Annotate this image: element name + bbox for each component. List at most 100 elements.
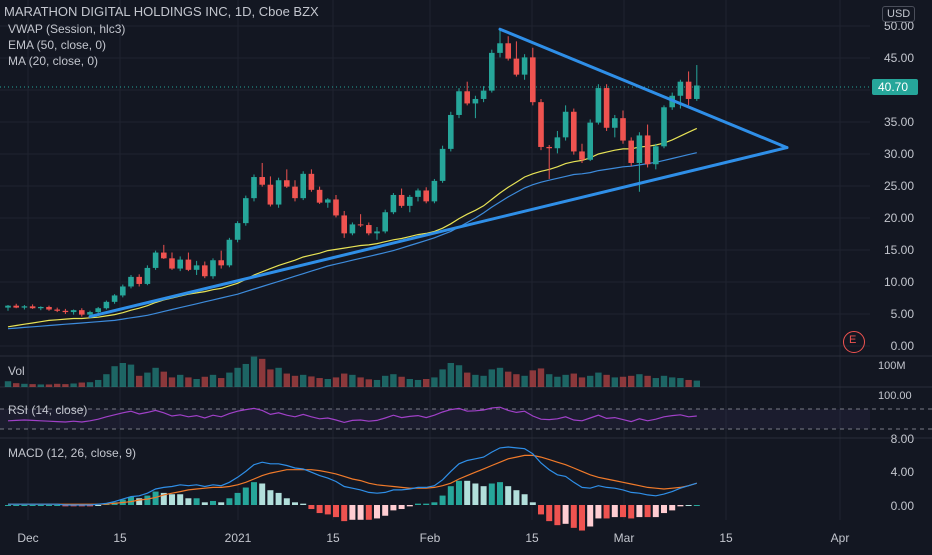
macd-histogram-bar	[513, 490, 520, 505]
macd-histogram-bar	[152, 491, 159, 505]
candle-body	[677, 81, 684, 96]
volume-bar	[111, 366, 118, 387]
volume-bar	[365, 379, 372, 387]
macd-histogram-bar	[218, 502, 225, 505]
volume-bar	[242, 363, 249, 387]
candle-body	[612, 118, 618, 128]
indicator-vwap-label[interactable]: VWAP (Session, hlc3)	[8, 22, 126, 36]
macd-histogram-bar	[595, 505, 602, 519]
macd-histogram-bar	[226, 498, 233, 505]
candle-body	[234, 223, 241, 240]
volume-bar	[587, 375, 594, 387]
volume-bar	[529, 370, 536, 387]
volume-bar	[185, 377, 192, 387]
candle-body	[579, 151, 585, 160]
candle-body	[62, 310, 69, 313]
candle-body	[685, 81, 692, 99]
macd-histogram-bar	[538, 505, 544, 515]
y-tick-label: 45.00	[884, 51, 914, 65]
candle-body	[333, 199, 339, 216]
rsi-axis-label: 100.00	[878, 390, 912, 402]
volume-bar	[513, 374, 520, 387]
macd-histogram-bar	[685, 505, 692, 506]
y-tick-label: 0.00	[891, 339, 915, 353]
candle-body	[185, 259, 192, 270]
candle-body	[538, 102, 544, 147]
macd-histogram-bar	[251, 482, 257, 505]
macd-histogram-bar	[579, 505, 585, 531]
candle-body	[210, 260, 216, 277]
y-tick-label: 50.00	[884, 19, 914, 33]
volume-bar	[677, 378, 684, 387]
macd-histogram-bar	[382, 505, 389, 516]
macd-histogram-bar	[70, 505, 77, 507]
volume-bar	[29, 384, 36, 387]
volume-bar	[464, 372, 471, 387]
volume-bar	[390, 374, 397, 387]
macd-histogram-bar	[628, 505, 635, 519]
volume-bar	[447, 363, 454, 387]
candle-body	[407, 196, 413, 206]
volume-bar	[570, 373, 577, 387]
macd-pane-label[interactable]: MACD (12, 26, close, 9)	[8, 446, 137, 460]
volume-bar	[201, 376, 208, 387]
candle-body	[300, 173, 306, 199]
macd-histogram-bar	[447, 486, 454, 505]
indicator-ma-label[interactable]: MA (20, close, 0)	[8, 54, 99, 68]
volume-bar	[160, 371, 167, 387]
currency-label[interactable]: USD	[882, 6, 916, 22]
volume-bar	[168, 377, 176, 387]
candle-body	[415, 190, 421, 197]
macd-histogram-bar	[242, 487, 249, 505]
x-tick-label: 15	[719, 531, 733, 545]
volume-bar	[144, 372, 151, 387]
candle-body	[144, 267, 151, 284]
volume-bar	[488, 369, 495, 387]
indicator-ema-label[interactable]: EMA (50, close, 0)	[8, 38, 107, 52]
y-tick-label: 5.00	[891, 307, 915, 321]
macd-line	[8, 446, 697, 506]
macd-histogram-bar	[144, 495, 151, 505]
candle-body	[308, 173, 315, 190]
candle-body	[497, 43, 503, 53]
candle-body	[349, 224, 356, 234]
macd-histogram-bar	[201, 502, 208, 505]
macd-histogram-bar	[21, 505, 28, 506]
vol-pane-label[interactable]: Vol	[8, 364, 25, 378]
grid-lines	[0, 0, 932, 520]
macd-histogram-bar	[357, 505, 364, 520]
x-tick-label: Mar	[614, 531, 635, 545]
candle-body	[70, 310, 77, 313]
macd-histogram-bar	[505, 486, 512, 505]
volume-bar	[152, 367, 159, 387]
macd-histogram-bar	[636, 505, 643, 518]
candle-body	[284, 180, 290, 187]
macd-histogram-bar	[652, 505, 659, 518]
macd-histogram-bar	[128, 496, 134, 505]
volume-bar	[521, 375, 528, 387]
rsi-pane-label[interactable]: RSI (14, close)	[8, 403, 88, 417]
macd-histogram-bar	[423, 503, 430, 505]
candle-body	[259, 177, 265, 185]
volume-bar	[578, 377, 586, 387]
candle-body	[644, 135, 651, 165]
rsi-band	[0, 409, 870, 429]
candle-body	[292, 186, 298, 199]
macd-histogram-bar	[611, 505, 618, 518]
volume-bar	[685, 379, 692, 387]
x-tick-label: 15	[525, 531, 539, 545]
candle-body	[341, 215, 347, 234]
candle-body	[275, 180, 282, 205]
candle-body	[29, 306, 36, 309]
volume-bar	[660, 375, 668, 387]
trendline-support	[88, 146, 789, 319]
triangle-trendlines[interactable]	[88, 27, 789, 319]
earnings-marker[interactable]	[843, 331, 865, 353]
candle-body	[46, 306, 52, 310]
volume-bar	[406, 379, 413, 387]
candle-body	[489, 52, 495, 91]
volume-bar	[259, 358, 266, 387]
candle-body	[382, 212, 388, 232]
